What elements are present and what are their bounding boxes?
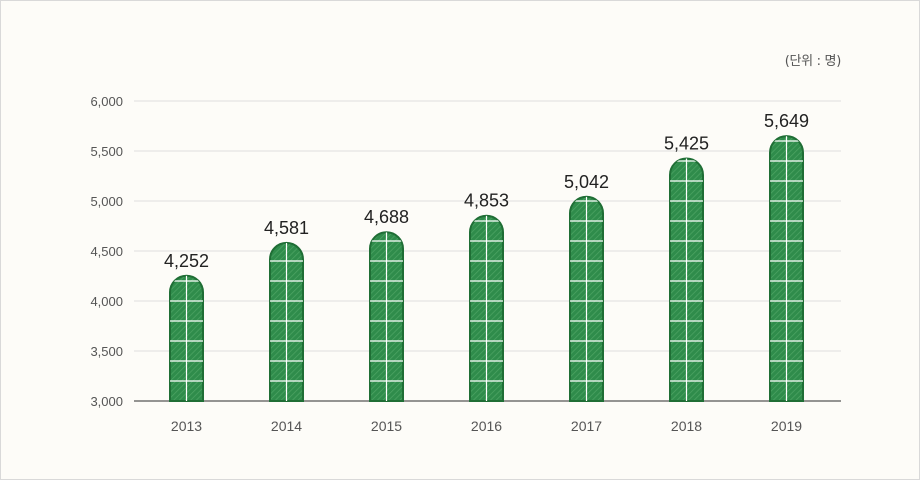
labels: 3,000 3,500 4,000 4,500 5,000 5,500 6,000 4,252… <box>90 94 809 434</box>
data-label: 4,581 <box>264 218 309 238</box>
y-tick-label: 3,000 <box>90 394 123 409</box>
bar-2018 <box>669 157 704 402</box>
bar-grid <box>570 196 603 401</box>
x-tick-label: 2016 <box>471 418 502 434</box>
bar-2013 <box>169 274 204 402</box>
x-tick-label: 2015 <box>371 418 402 434</box>
data-label: 5,425 <box>664 134 709 154</box>
data-label: 4,688 <box>364 207 409 227</box>
y-tick-label: 5,500 <box>90 144 123 159</box>
bar-2014 <box>269 241 304 402</box>
bars <box>169 135 804 402</box>
x-tick-label: 2013 <box>171 418 202 434</box>
y-tick-label: 4,500 <box>90 244 123 259</box>
data-label: 4,853 <box>464 191 509 211</box>
bar-2015 <box>369 231 404 402</box>
bar-grid <box>670 158 703 401</box>
bar-2019 <box>769 135 804 402</box>
x-tick-label: 2017 <box>571 418 602 434</box>
y-tick-label: 5,000 <box>90 194 123 209</box>
bar-2016 <box>469 214 504 402</box>
bar-2017 <box>569 195 604 402</box>
x-tick-label: 2014 <box>271 418 302 434</box>
bar-grid <box>770 136 803 401</box>
data-label: 5,649 <box>764 111 809 131</box>
y-tick-label: 3,500 <box>90 344 123 359</box>
data-label: 5,042 <box>564 172 609 192</box>
unit-label: (단위 : 명) <box>784 54 842 69</box>
bar-grid <box>370 232 403 401</box>
x-tick-label: 2018 <box>671 418 702 434</box>
y-tick-label: 4,000 <box>90 294 123 309</box>
bar-grid <box>470 215 503 401</box>
bar-grid <box>270 242 303 401</box>
y-tick-label: 6,000 <box>90 94 123 109</box>
bar-grid <box>170 275 203 401</box>
data-label: 4,252 <box>164 251 209 271</box>
x-tick-label: 2019 <box>771 418 802 434</box>
